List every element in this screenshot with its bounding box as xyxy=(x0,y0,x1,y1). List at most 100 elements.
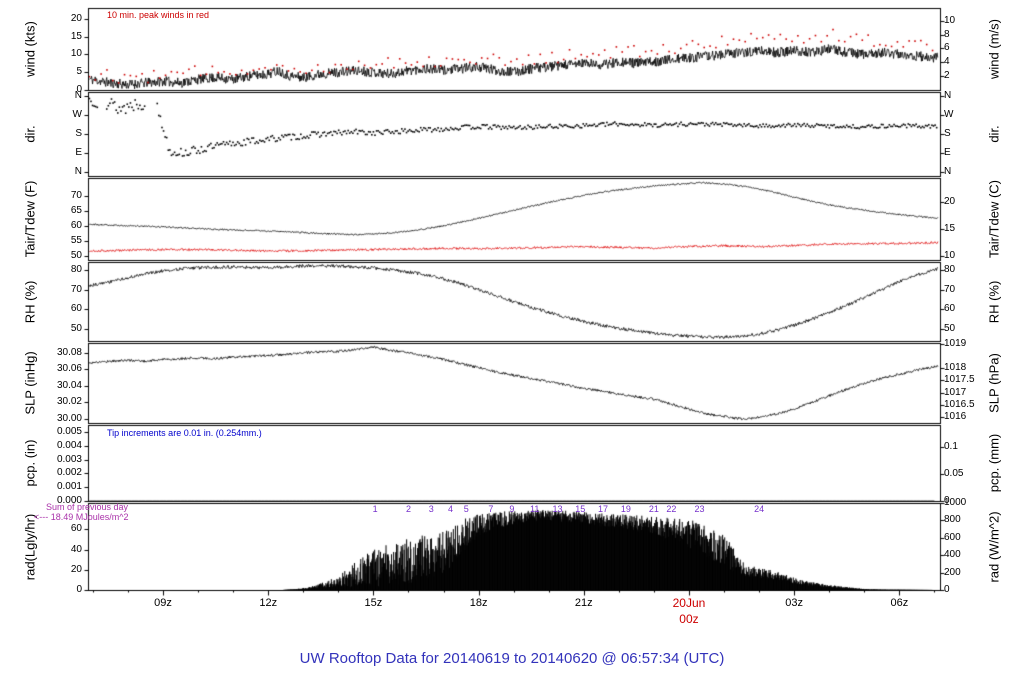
y-tick-left-pcp: 0.002 xyxy=(56,467,82,479)
y-tick-left-pcp: 0.003 xyxy=(56,453,82,465)
y-tick-left-slp: 30.06 xyxy=(56,363,82,375)
y-tick-right-rh: 60 xyxy=(944,303,956,315)
rad-hour-mark-7: 7 xyxy=(488,504,494,514)
rad-hour-mark-13: 13 xyxy=(552,504,563,514)
y-tick-left-temp: 55 xyxy=(70,234,82,246)
y-tick-right-rh: 50 xyxy=(944,323,956,335)
x-tick-label-15z: 15z xyxy=(364,597,383,609)
y-tick-right-rad: 0 xyxy=(944,584,950,595)
y-tick-left-wind: 0 xyxy=(76,84,82,95)
rad-hour-mark-5: 5 xyxy=(463,504,469,514)
y-tick-right-dir: N xyxy=(944,165,952,177)
y-tick-right-slp: 1019 xyxy=(944,337,967,349)
axis-title-right-temp: Tair/Tdew (C) xyxy=(986,179,1002,259)
x-tick-label-18z: 18z xyxy=(469,597,488,609)
y-tick-right-rad: 600 xyxy=(944,531,961,543)
y-tick-left-temp: 70 xyxy=(70,189,82,201)
x-date-label: 20Jun xyxy=(672,596,706,610)
y-tick-left-rad: 0 xyxy=(76,584,82,595)
y-tick-left-slp: 30.04 xyxy=(56,379,82,391)
axis-title-left-dir: dir. xyxy=(22,125,38,143)
y-tick-right-wind: 8 xyxy=(944,28,950,40)
rad-hour-mark-22: 22 xyxy=(666,504,677,514)
y-tick-right-pcp: 0 xyxy=(944,495,950,506)
annotation-rad-0: Sum of previous day xyxy=(46,502,129,512)
y-tick-right-rad: 800 xyxy=(944,514,961,526)
y-tick-right-pcp: 0.05 xyxy=(944,467,964,479)
y-tick-left-rh: 70 xyxy=(70,283,82,295)
y-tick-left-rh: 60 xyxy=(70,303,82,315)
y-tick-left-dir: S xyxy=(75,128,82,139)
x-tick-label-21z: 21z xyxy=(574,597,593,609)
y-tick-right-rh: 70 xyxy=(944,283,956,295)
y-tick-right-slp: 1016 xyxy=(944,410,967,422)
y-tick-left-pcp: 0.004 xyxy=(56,439,82,451)
rad-hour-mark-24: 24 xyxy=(754,504,765,514)
axis-title-right-rh: RH (%) xyxy=(986,280,1002,323)
y-tick-right-temp: 20 xyxy=(944,195,956,207)
rad-hour-mark-17: 17 xyxy=(598,504,609,514)
y-tick-left-rad: 60 xyxy=(70,523,82,535)
y-tick-right-slp: 1018 xyxy=(944,362,967,374)
y-tick-right-wind: 6 xyxy=(944,42,950,54)
axis-title-right-dir: dir. xyxy=(986,125,1002,143)
rad-hour-mark-21: 21 xyxy=(648,504,659,514)
x-tick-label-03z: 03z xyxy=(785,597,804,609)
x-tick-label-12z: 12z xyxy=(259,597,278,609)
axis-title-right-rad: rad (W/m^2) xyxy=(986,510,1002,583)
x-tick-label-09z: 09z xyxy=(154,597,172,609)
y-tick-left-dir: N xyxy=(74,165,82,177)
y-tick-right-slp: 1017 xyxy=(944,386,967,398)
axis-title-left-rh: RH (%) xyxy=(22,280,38,323)
rad-hour-mark-23: 23 xyxy=(694,504,705,514)
x-date-hour-label: 00z xyxy=(679,612,699,626)
y-tick-right-slp: 1016.5 xyxy=(944,398,975,410)
rad-hour-mark-19: 19 xyxy=(620,504,631,514)
y-tick-right-rad: 200 xyxy=(944,566,961,578)
y-tick-left-slp: 30.00 xyxy=(56,412,82,424)
annotation-rad-1: <--- 18.49 MJoules/m^2 xyxy=(34,512,129,522)
y-tick-right-wind: 4 xyxy=(944,56,950,68)
y-tick-right-slp: 1017.5 xyxy=(944,374,975,386)
annotation-wind-0: 10 min. peak winds in red xyxy=(107,10,210,20)
y-tick-right-wind: 2 xyxy=(944,70,950,82)
y-tick-left-dir: E xyxy=(75,146,82,158)
rad-hour-mark-11: 11 xyxy=(530,504,540,514)
y-tick-left-rh: 50 xyxy=(70,323,82,335)
axis-title-left-temp: Tair/Tdew (F) xyxy=(22,180,38,258)
rad-hour-mark-3: 3 xyxy=(428,504,434,514)
y-tick-right-dir: N xyxy=(944,90,952,102)
x-tick-label-06z: 06z xyxy=(890,597,909,609)
y-tick-left-dir: N xyxy=(74,90,82,102)
y-tick-left-rh: 80 xyxy=(70,263,82,275)
axis-title-left-slp: SLP (inHg) xyxy=(22,351,38,415)
y-tick-left-slp: 30.08 xyxy=(56,346,82,358)
y-tick-left-rad: 40 xyxy=(70,543,82,555)
axis-title-left-pcp: pcp. (in) xyxy=(22,439,38,487)
axis-title-left-wind: wind (kts) xyxy=(22,21,38,77)
y-tick-right-wind: 10 xyxy=(944,14,956,26)
rad-hour-mark-9: 9 xyxy=(509,504,515,514)
rad-hour-mark-1: 1 xyxy=(372,504,378,514)
axis-title-left-rad: rad(Lgly/hr) xyxy=(22,513,38,580)
y-tick-right-dir: E xyxy=(944,146,951,158)
y-tick-left-temp: 50 xyxy=(70,249,82,261)
y-tick-left-wind: 5 xyxy=(76,66,82,78)
y-tick-left-rad: 20 xyxy=(70,563,82,575)
y-tick-right-temp: 10 xyxy=(944,249,956,261)
y-tick-left-dir: W xyxy=(72,109,82,121)
y-tick-right-dir: W xyxy=(944,109,954,121)
y-tick-left-wind: 15 xyxy=(70,30,82,42)
y-tick-left-slp: 30.02 xyxy=(56,396,82,408)
y-tick-left-temp: 65 xyxy=(70,204,82,216)
figure-title: UW Rooftop Data for 20140619 to 20140620… xyxy=(299,650,725,667)
rad-hour-mark-4: 4 xyxy=(448,504,454,514)
y-tick-right-dir: S xyxy=(944,128,951,139)
axis-title-right-pcp: pcp. (mm) xyxy=(986,433,1002,493)
y-tick-right-rh: 80 xyxy=(944,263,956,275)
axis-title-right-wind: wind (m/s) xyxy=(986,19,1002,79)
y-tick-left-pcp: 0.000 xyxy=(56,495,82,506)
annotation-pcp-0: Tip increments are 0.01 in. (0.254mm.) xyxy=(107,428,262,438)
